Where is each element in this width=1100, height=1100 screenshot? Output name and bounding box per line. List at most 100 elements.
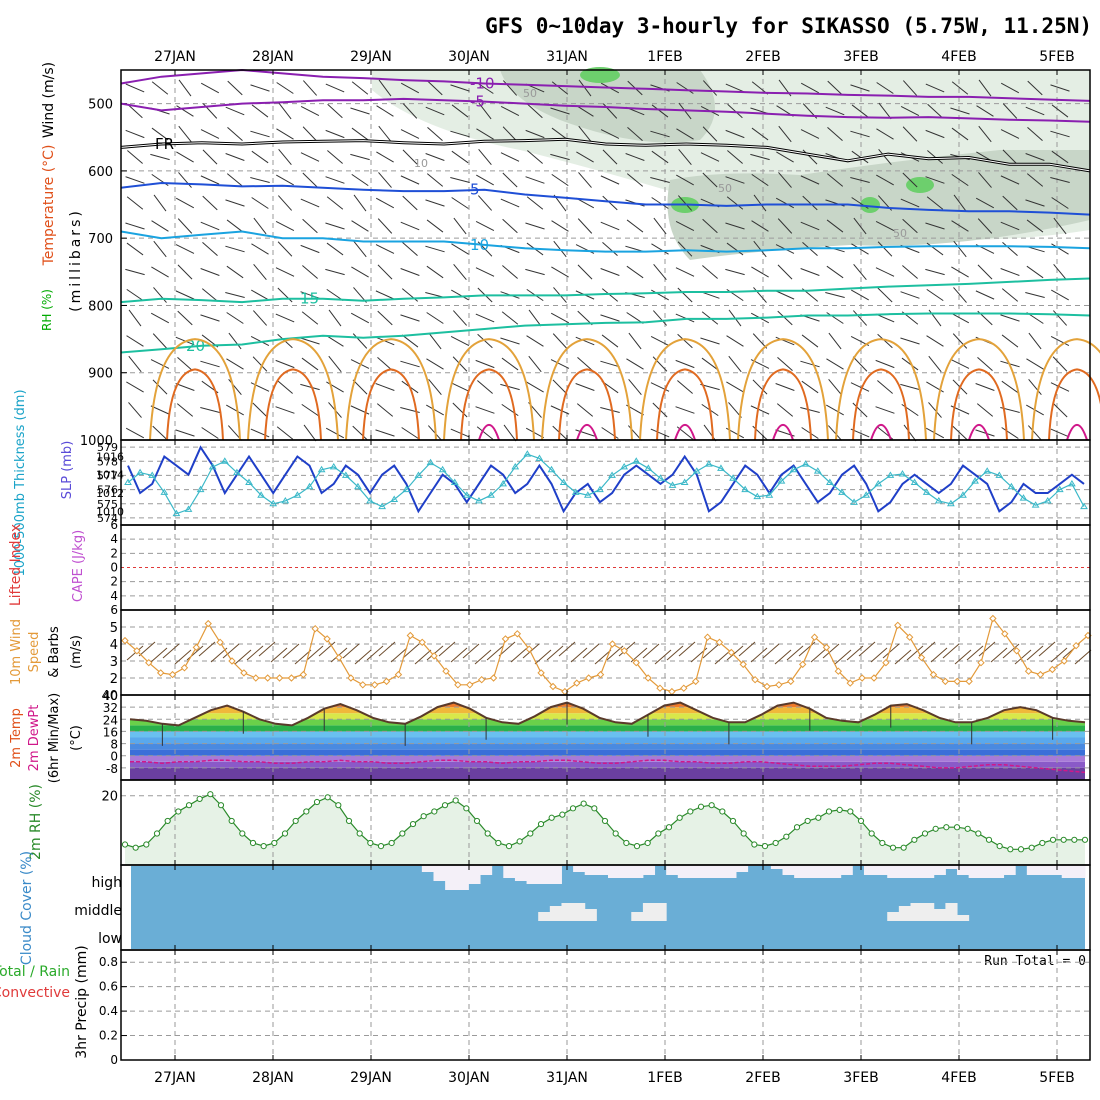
rh2m-marker	[857, 817, 865, 825]
wind-barb	[500, 337, 520, 345]
wind-barb	[127, 103, 143, 119]
wind-barb	[651, 104, 669, 118]
thickness-marker	[523, 450, 532, 457]
wind10m-barb	[1014, 649, 1032, 665]
wind-barb	[276, 174, 294, 186]
wind10m-barb	[1002, 643, 1020, 659]
thickness-marker	[692, 467, 701, 474]
wind-barb	[500, 152, 520, 162]
wind-barb	[900, 383, 920, 391]
wind10m-barb	[414, 649, 432, 665]
thickness-marker	[995, 471, 1004, 478]
wind-barb	[128, 355, 142, 373]
wind-barb	[1051, 150, 1069, 164]
wind-barb	[828, 332, 842, 350]
rh2m-marker	[377, 843, 385, 850]
cloud-clear-high	[840, 866, 853, 875]
rh2m-marker	[1081, 836, 1089, 843]
wind10m-marker	[347, 674, 355, 682]
cloud-clear-high	[829, 866, 842, 878]
rh2m-marker	[207, 791, 214, 798]
top-date-label: 27JAN	[154, 49, 196, 65]
rh-contour-label: 50	[718, 182, 732, 195]
cloud-clear-high	[898, 866, 911, 878]
wind-barb	[826, 173, 844, 187]
wind-barb	[201, 288, 219, 302]
wind-barb	[1000, 82, 1020, 94]
wind-barb	[525, 268, 545, 276]
rh2m-marker	[420, 813, 427, 820]
rh2m-marker	[473, 817, 481, 825]
precip-convective-label: Convective	[0, 985, 70, 1001]
wind-barb	[651, 197, 669, 209]
temperature-label: Temperature (°C)	[41, 145, 57, 267]
wind-barb	[1026, 219, 1044, 233]
wind-barb	[226, 173, 244, 187]
wind-barb	[125, 83, 145, 93]
cloud-clear-high	[456, 866, 469, 890]
wind-barb	[175, 197, 195, 209]
wind-barb	[228, 332, 242, 350]
rh2m-marker	[484, 830, 491, 837]
wind-barb	[902, 80, 918, 96]
wind-barb	[376, 151, 394, 163]
wind-barb	[125, 176, 145, 184]
wind-barb	[453, 217, 467, 235]
cloud-clear-high	[933, 866, 946, 875]
wind-barb	[375, 290, 395, 300]
rh2m-marker	[409, 820, 417, 828]
wind-barb	[877, 333, 893, 349]
thickness-marker	[934, 496, 943, 504]
thickness-marker	[729, 474, 737, 481]
wind-barb	[576, 151, 594, 163]
isotherm-line	[120, 230, 1091, 253]
wind-barb	[977, 357, 993, 371]
wind-barb	[226, 219, 244, 233]
wind10m-marker	[252, 674, 260, 682]
wind-barb	[553, 240, 567, 258]
rh2m-marker	[228, 817, 235, 825]
wind-barb	[275, 267, 295, 277]
wind-barb	[1000, 314, 1020, 322]
wind-barb	[153, 287, 167, 303]
wind-barb	[925, 222, 945, 230]
cloud-cover-axis-label: Cloud Cover (%)	[19, 851, 35, 965]
cloud-clear-mid	[584, 909, 597, 921]
wind-barb	[400, 221, 420, 231]
wind-barb	[326, 335, 344, 347]
cloud-clear-high	[957, 866, 970, 875]
wind-barb	[326, 242, 344, 256]
temp2m-tick-label: 40	[103, 689, 118, 703]
wind-barb	[128, 309, 142, 327]
thickness-marker	[184, 505, 193, 512]
wind-barb	[628, 378, 642, 396]
wind-barb	[225, 199, 245, 207]
y-tick-label: 900	[88, 367, 113, 382]
wind-barb	[801, 334, 819, 348]
wind-barb	[1001, 288, 1019, 302]
rh2m-marker	[303, 808, 310, 815]
wind-barb	[200, 221, 220, 231]
wind10m-barb	[318, 641, 336, 657]
lifted-index-label: Lifted Index	[8, 524, 24, 606]
wind-barb	[953, 240, 967, 258]
wind-barb	[627, 127, 643, 141]
wind-barb	[1051, 289, 1069, 301]
wind-barb	[702, 172, 718, 188]
wind-barb	[150, 359, 170, 369]
wind-barb	[402, 195, 418, 211]
wind-barb	[152, 333, 168, 349]
wind-barb	[626, 219, 644, 233]
wind-barb	[852, 402, 868, 418]
wind10m-barb	[270, 647, 288, 663]
wind-barb	[178, 79, 192, 97]
temp2m-tick-label: 8	[110, 738, 118, 752]
wind-barb	[777, 264, 793, 280]
wind10m-marker	[680, 684, 688, 692]
wind-barb	[800, 175, 820, 185]
wind-barb	[352, 333, 368, 349]
wind-barb	[450, 335, 470, 347]
wind10m-marker	[525, 645, 533, 653]
wind-barb	[300, 337, 320, 345]
rh2m-tick-label: 20	[101, 790, 118, 805]
